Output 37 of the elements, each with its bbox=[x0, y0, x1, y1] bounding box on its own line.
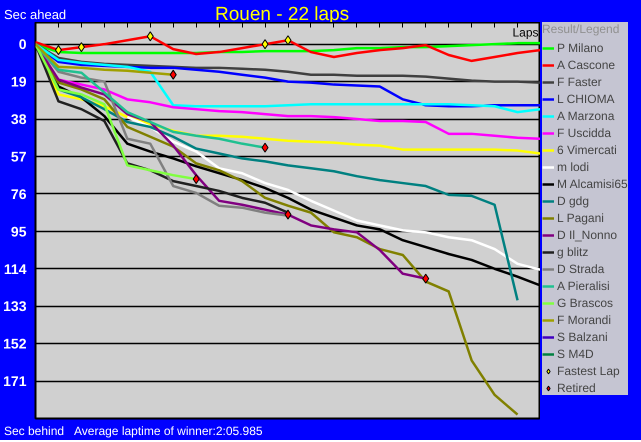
legend-label: D gdg bbox=[557, 194, 590, 208]
legend-label: A Marzona bbox=[557, 109, 614, 123]
legend-label: S M4D bbox=[557, 347, 594, 361]
y-tick-label: 76 bbox=[10, 186, 27, 202]
legend-label: 6 Vimercati bbox=[557, 143, 617, 157]
legend-label: A Cascone bbox=[557, 58, 616, 72]
legend-label: m lodi bbox=[557, 160, 590, 174]
legend-label: F Morandi bbox=[557, 313, 612, 327]
legend-label: Fastest Lap bbox=[557, 364, 620, 378]
y-tick-label: 171 bbox=[3, 373, 27, 390]
y-tick-label: 114 bbox=[4, 260, 27, 277]
legend-label: G Brascos bbox=[557, 296, 614, 310]
legend-label: F Faster bbox=[557, 75, 602, 89]
legend-label: M Alcamisi65 bbox=[557, 177, 628, 191]
legend-label: P Milano bbox=[557, 41, 604, 55]
legend-label: g blitz bbox=[557, 245, 588, 259]
x-axis-title: Laps bbox=[512, 26, 539, 40]
y-axis-title: Sec ahead bbox=[4, 6, 66, 24]
legend-label: S Balzani bbox=[557, 330, 608, 344]
y-tick-label: 95 bbox=[10, 223, 27, 240]
y-tick-label: 0 bbox=[18, 36, 27, 52]
legend-title: Result/Legend bbox=[542, 22, 620, 36]
legend-label: L Pagani bbox=[557, 211, 604, 225]
y-tick-label: 57 bbox=[10, 148, 27, 164]
text: Average laptime of winner:2:05.985 bbox=[74, 423, 263, 440]
y-tick-label: 133 bbox=[3, 298, 27, 314]
text: Sec behind bbox=[4, 423, 64, 440]
legend-label: Retired bbox=[557, 381, 596, 395]
y-tick-label: 19 bbox=[10, 74, 27, 90]
legend-label: A Pieralisi bbox=[557, 279, 610, 293]
y-tick-label: 152 bbox=[3, 336, 27, 352]
legend-label: D Strada bbox=[557, 262, 604, 276]
legend-label: D Il_Nonno bbox=[557, 228, 618, 242]
legend-label: F Uscidda bbox=[557, 126, 612, 140]
chart-title: Rouen - 22 laps bbox=[215, 3, 350, 27]
y-tick-label: 38 bbox=[10, 111, 27, 128]
legend-label: L CHIOMA bbox=[557, 92, 615, 106]
